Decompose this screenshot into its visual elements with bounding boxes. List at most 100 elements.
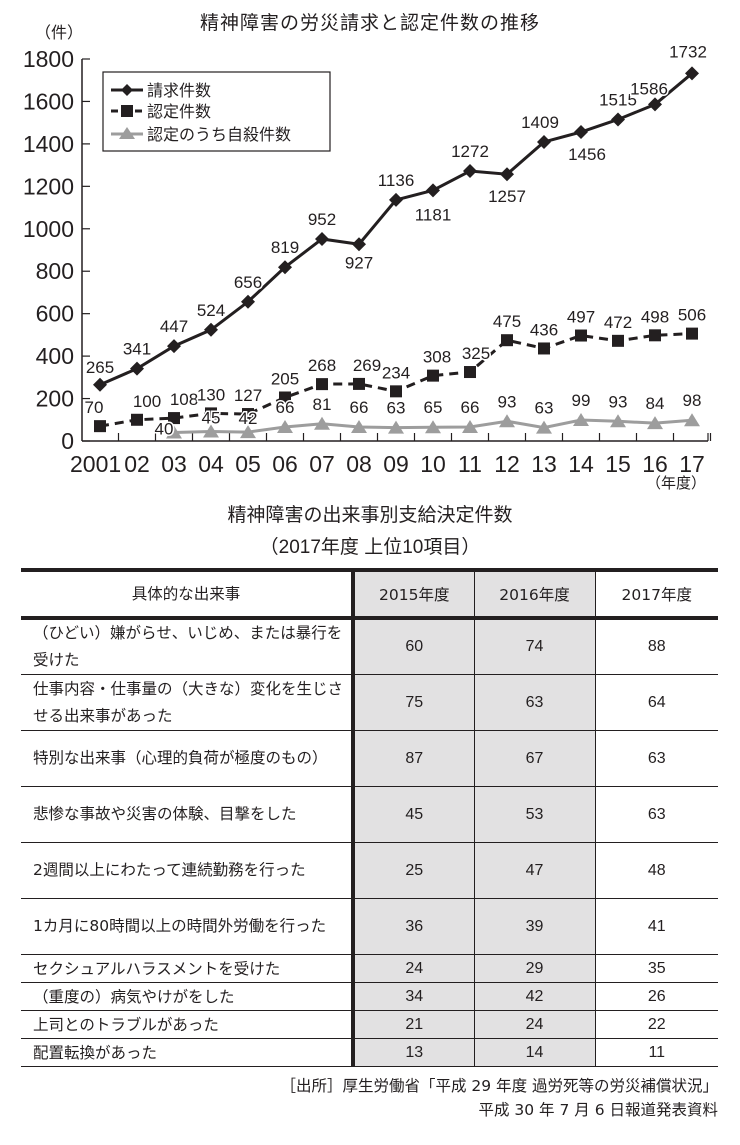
data-label-claims: 1456 bbox=[568, 145, 606, 164]
square-marker bbox=[390, 385, 402, 398]
table-row: 仕事内容・仕事量の（大きな）変化を生じさせる出来事があった 75 63 64 bbox=[21, 674, 718, 731]
data-label-claims: 927 bbox=[345, 253, 373, 272]
value-2017-cell: 35 bbox=[594, 954, 718, 983]
y-tick-label: 400 bbox=[36, 343, 74, 369]
data-label-suicide: 65 bbox=[424, 398, 443, 417]
triangle-marker bbox=[203, 424, 219, 438]
data-label-suicide: 99 bbox=[572, 391, 591, 410]
table-row: 2週間以上にわたって連続勤務を行った 25 47 48 bbox=[21, 842, 718, 899]
data-label-suicide: 63 bbox=[535, 399, 554, 418]
data-label-approved: 234 bbox=[382, 363, 410, 382]
data-label-claims: 1181 bbox=[415, 205, 452, 224]
square-marker bbox=[612, 334, 624, 347]
value-2015-cell: 45 bbox=[351, 786, 474, 843]
data-label-claims: 952 bbox=[308, 210, 336, 229]
square-marker bbox=[131, 413, 143, 426]
triangle-marker bbox=[240, 425, 256, 439]
value-2017-cell: 64 bbox=[594, 674, 718, 731]
x-tick-label: 06 bbox=[272, 451, 298, 477]
data-label-claims: 447 bbox=[160, 317, 188, 336]
square-marker bbox=[501, 334, 513, 347]
data-label-claims: 1515 bbox=[599, 90, 637, 109]
value-2016-cell: 24 bbox=[473, 1010, 595, 1039]
legend-label: 請求件数 bbox=[147, 81, 211, 100]
triangle-marker bbox=[647, 416, 663, 430]
data-label-claims: 1409 bbox=[521, 113, 559, 132]
value-2015-cell: 21 bbox=[351, 1010, 474, 1039]
value-2016-cell: 67 bbox=[473, 730, 595, 787]
legend-label: 認定のうち自殺件数 bbox=[147, 125, 291, 144]
header-2015: 2015年度 bbox=[351, 570, 474, 620]
triangle-marker bbox=[166, 425, 182, 439]
value-2015-cell: 87 bbox=[351, 730, 474, 787]
event-cell: 1カ月に80時間以上の時間外労働を行った bbox=[21, 898, 353, 955]
line-chart: 精神障害の労災請求と認定件数の推移 （件） 0 200 400 600 800 1000 12… bbox=[0, 0, 740, 495]
diamond-marker bbox=[574, 125, 588, 140]
y-tick-label: 800 bbox=[36, 258, 74, 284]
table-row: 悲惨な事故や災害の体験、目撃をした 45 53 63 bbox=[21, 786, 718, 843]
y-tick-label: 1800 bbox=[23, 46, 74, 72]
value-2016-cell: 42 bbox=[473, 982, 595, 1011]
table-row: セクシュアルハラスメントを受けた 24 29 35 bbox=[21, 954, 718, 983]
triangle-marker bbox=[314, 416, 330, 430]
triangle-marker bbox=[536, 420, 552, 434]
value-2016-cell: 14 bbox=[473, 1038, 595, 1067]
value-2017-cell: 26 bbox=[594, 982, 718, 1011]
y-tick-label: 1400 bbox=[23, 131, 74, 157]
event-cell: セクシュアルハラスメントを受けた bbox=[21, 954, 353, 983]
value-2017-cell: 48 bbox=[594, 842, 718, 899]
square-marker bbox=[464, 366, 476, 379]
header-2016: 2016年度 bbox=[473, 570, 595, 620]
table-row: 上司とのトラブルがあった 21 24 22 bbox=[21, 1010, 718, 1039]
data-label-approved: 497 bbox=[567, 308, 595, 327]
data-label-approved: 472 bbox=[604, 313, 632, 332]
data-label-suicide: 81 bbox=[313, 395, 332, 414]
x-tick-label: 07 bbox=[309, 451, 335, 477]
data-label-approved: 130 bbox=[197, 385, 225, 404]
y-tick-label: 1000 bbox=[23, 216, 74, 242]
diamond-marker bbox=[389, 192, 403, 207]
table-subtitle: （2017年度 上位10項目） bbox=[259, 537, 481, 558]
data-label-approved: 70 bbox=[85, 398, 104, 417]
header-2017: 2017年度 bbox=[594, 570, 718, 620]
data-label-approved: 205 bbox=[271, 369, 299, 388]
event-cell: 特別な出来事（心理的負荷が極度のもの） bbox=[21, 730, 353, 787]
value-2017-cell: 63 bbox=[594, 786, 718, 843]
triangle-marker bbox=[573, 412, 589, 426]
chart-title: 精神障害の労災請求と認定件数の推移 bbox=[199, 12, 540, 34]
value-2017-cell: 41 bbox=[594, 898, 718, 955]
triangle-marker bbox=[462, 419, 478, 433]
square-marker bbox=[427, 369, 439, 382]
diamond-marker bbox=[93, 377, 107, 392]
data-label-suicide: 45 bbox=[202, 408, 221, 427]
x-tick-label: 08 bbox=[346, 451, 372, 477]
value-2015-cell: 75 bbox=[351, 674, 474, 731]
data-label-approved: 100 bbox=[133, 392, 161, 411]
data-label-suicide: 66 bbox=[461, 398, 480, 417]
triangle-marker bbox=[351, 419, 367, 433]
event-cell: （ひどい）嫌がらせ、いじめ、または暴行を受けた bbox=[21, 618, 353, 675]
x-tick-label: 04 bbox=[198, 451, 224, 477]
y-tick-label: 1200 bbox=[23, 173, 74, 199]
x-tick-label: 02 bbox=[124, 451, 150, 477]
header-event: 具体的な出来事 bbox=[21, 570, 353, 620]
diamond-marker bbox=[537, 134, 551, 149]
table-row: 特別な出来事（心理的負荷が極度のもの） 87 67 63 bbox=[21, 730, 718, 787]
x-tick-label: 03 bbox=[161, 451, 187, 477]
value-2016-cell: 53 bbox=[473, 786, 595, 843]
x-tick-label: 11 bbox=[458, 451, 482, 477]
table-row: 配置転換があった 13 14 11 bbox=[21, 1038, 718, 1067]
x-tick-label: 13 bbox=[531, 451, 557, 477]
x-tick-label: 09 bbox=[383, 451, 409, 477]
legend-diamond-icon bbox=[121, 84, 133, 96]
value-2016-cell: 63 bbox=[473, 674, 595, 731]
source-date: 平成 30 年 7 月 6 日報道発表資料 bbox=[478, 1101, 718, 1119]
data-label-claims: 341 bbox=[123, 340, 151, 359]
diamond-marker bbox=[685, 66, 699, 81]
data-label-claims: 1732 bbox=[669, 42, 707, 61]
x-tick-label: 10 bbox=[420, 451, 446, 477]
square-marker bbox=[94, 420, 106, 433]
x-tick-label: 16 bbox=[642, 451, 668, 477]
legend-label: 認定件数 bbox=[147, 102, 211, 121]
y-axis-unit: （件） bbox=[35, 23, 83, 42]
